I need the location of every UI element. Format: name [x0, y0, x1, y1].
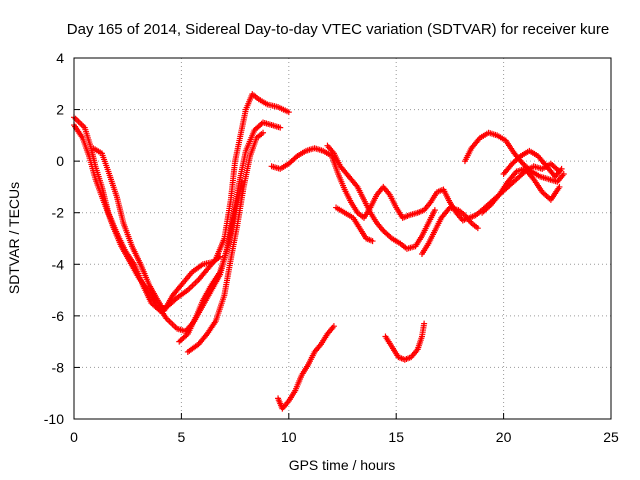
data-point	[431, 207, 438, 214]
series-trace-4	[176, 178, 245, 345]
data-point	[560, 171, 567, 178]
series-trace-10	[461, 129, 567, 185]
y-axis-label: SDTVAR / TECUs	[6, 182, 22, 294]
data-point	[260, 129, 267, 136]
y-tick-label: 4	[56, 50, 64, 66]
series-trace-11	[479, 165, 563, 216]
series-trace-12	[500, 147, 565, 180]
data-point	[558, 165, 565, 172]
x-axis-label: GPS time / hours	[289, 457, 396, 473]
x-tick-label: 25	[603, 429, 619, 445]
data-point	[217, 253, 224, 260]
y-tick-label: -6	[52, 308, 65, 324]
series-trace-3	[90, 145, 224, 314]
y-tick-label: 2	[56, 102, 64, 118]
data-point	[285, 109, 292, 116]
chart-title: Day 165 of 2014, Sidereal Day-to-day VTE…	[67, 21, 609, 38]
series-trace-8	[333, 204, 376, 245]
data-point	[330, 323, 337, 330]
plot-frame	[73, 57, 612, 420]
series-trace-9	[418, 204, 481, 257]
series-trace-7	[324, 142, 438, 252]
data-point	[421, 320, 428, 327]
data-point	[474, 225, 481, 232]
data-point	[556, 183, 563, 190]
x-tick-label: 10	[281, 429, 297, 445]
x-tick-label: 15	[388, 429, 404, 445]
series-trace-13	[275, 323, 337, 412]
series-trace-5	[184, 129, 267, 355]
x-tick-label: 0	[70, 429, 78, 445]
gridlines	[73, 57, 612, 420]
data-point	[277, 124, 284, 131]
data-point	[238, 178, 245, 185]
series-trace-14	[382, 320, 428, 363]
y-tick-label: 0	[56, 153, 64, 169]
y-tick-label: -8	[52, 359, 65, 375]
data-point	[369, 238, 376, 245]
data-marks	[71, 91, 567, 412]
x-tick-label: 20	[496, 429, 512, 445]
y-tick-label: -4	[52, 256, 65, 272]
y-tick-label: -10	[44, 411, 64, 427]
x-tick-label: 5	[178, 429, 186, 445]
y-tick-label: -2	[52, 205, 65, 221]
